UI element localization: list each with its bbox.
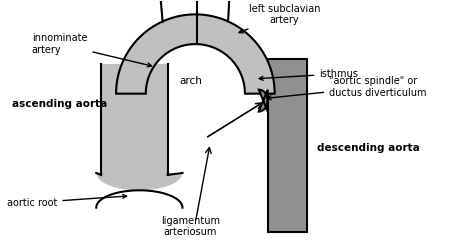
Text: left subclavian
artery: left subclavian artery — [239, 3, 320, 33]
Polygon shape — [96, 173, 182, 190]
Text: ascending aorta: ascending aorta — [12, 98, 107, 109]
Text: descending aorta: descending aorta — [317, 143, 420, 153]
Text: aortic root: aortic root — [7, 194, 127, 208]
Text: innominate
artery: innominate artery — [32, 33, 152, 67]
Polygon shape — [101, 64, 168, 175]
Text: "aortic spindle" or
ductus diverticulum: "aortic spindle" or ductus diverticulum — [267, 76, 427, 100]
Polygon shape — [268, 59, 307, 232]
Text: isthmus: isthmus — [259, 69, 358, 80]
Polygon shape — [116, 14, 274, 94]
Text: arch: arch — [179, 76, 202, 86]
Text: ligamentum
arteriosum: ligamentum arteriosum — [161, 216, 220, 237]
Polygon shape — [259, 90, 268, 112]
